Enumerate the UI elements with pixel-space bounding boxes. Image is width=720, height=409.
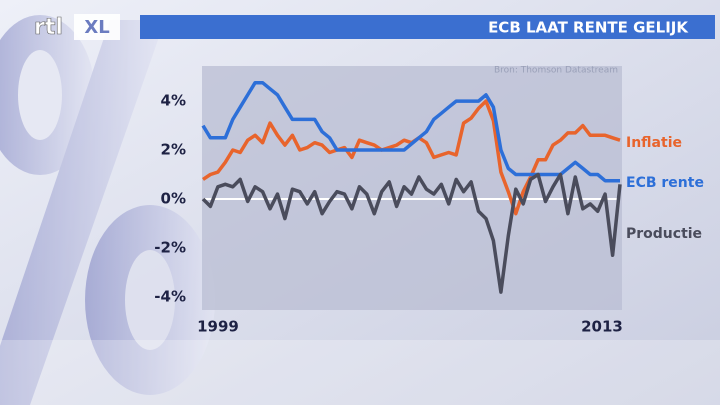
x-tick-label: 1999: [197, 318, 239, 336]
logo: rtl XL: [34, 14, 120, 40]
y-tick-label: 4%: [161, 92, 186, 110]
series-line: [201, 172, 622, 294]
series-label: Productie: [626, 226, 702, 242]
y-tick-label: -2%: [154, 239, 186, 257]
source: Bron: Thomson Datastream: [494, 66, 618, 76]
lower-band: [0, 340, 720, 405]
title-bar: [140, 15, 715, 39]
x-tick-label: 2013: [581, 318, 623, 336]
percent-decoration: [0, 15, 215, 405]
y-tick-label: 2%: [161, 141, 186, 159]
series-label: Inflatie: [626, 135, 682, 151]
y-tick-label: -4%: [154, 287, 186, 305]
logo-text: XL: [84, 17, 109, 38]
series-label: ECB rente: [626, 175, 704, 191]
y-tick-label: 0%: [161, 190, 186, 208]
logo-box: [74, 14, 120, 40]
chart-title: ECB LAAT RENTE GELIJK: [488, 19, 689, 37]
plot-area: [202, 66, 622, 310]
series-line: [201, 80, 620, 183]
logo-text: rtl: [34, 15, 63, 40]
